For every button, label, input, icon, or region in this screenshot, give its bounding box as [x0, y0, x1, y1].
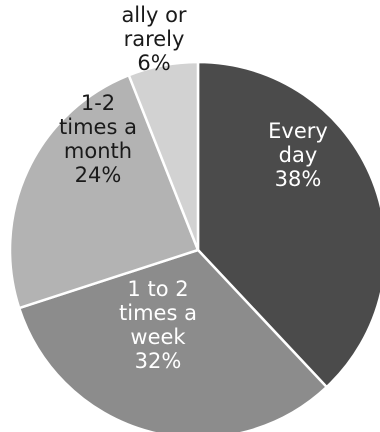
- pie-slice-every-day: [196, 60, 380, 389]
- slice-label-1-2-times-a-month: 1-2 times a month 24%: [59, 91, 137, 187]
- slice-label-line: times a: [119, 301, 197, 325]
- slice-percent-label: 38%: [275, 167, 322, 191]
- pie-labels: Every day 38%1 to 2 times a week 32%1-2 times …: [59, 0, 328, 373]
- pie-slices: [8, 60, 380, 432]
- slice-label-line: ally or: [121, 3, 186, 27]
- pie-slice-occasion-ally-or-rarely: [127, 60, 200, 252]
- slice-percent-label: 24%: [75, 163, 122, 187]
- slice-label-line: month: [64, 139, 132, 163]
- slice-label-line: Occasion: [106, 0, 201, 3]
- slice-label-every-day: Every day 38%: [268, 119, 328, 191]
- slice-label-line: times a: [59, 115, 137, 139]
- slice-label-line: day: [279, 143, 318, 167]
- slice-percent-label: 32%: [135, 349, 182, 373]
- slice-label-line: Every: [268, 119, 328, 143]
- slice-label-line: 1 to 2: [127, 277, 188, 301]
- slice-label-line: 1-2: [81, 91, 115, 115]
- pie-slice-1-to-2-times-a-week: [17, 248, 328, 432]
- slice-label-line: week: [130, 325, 186, 349]
- slice-percent-label: 6%: [137, 51, 170, 75]
- slice-label-1-to-2-times-a-week: 1 to 2 times a week 32%: [119, 277, 197, 373]
- slice-label-line: rarely: [124, 27, 185, 51]
